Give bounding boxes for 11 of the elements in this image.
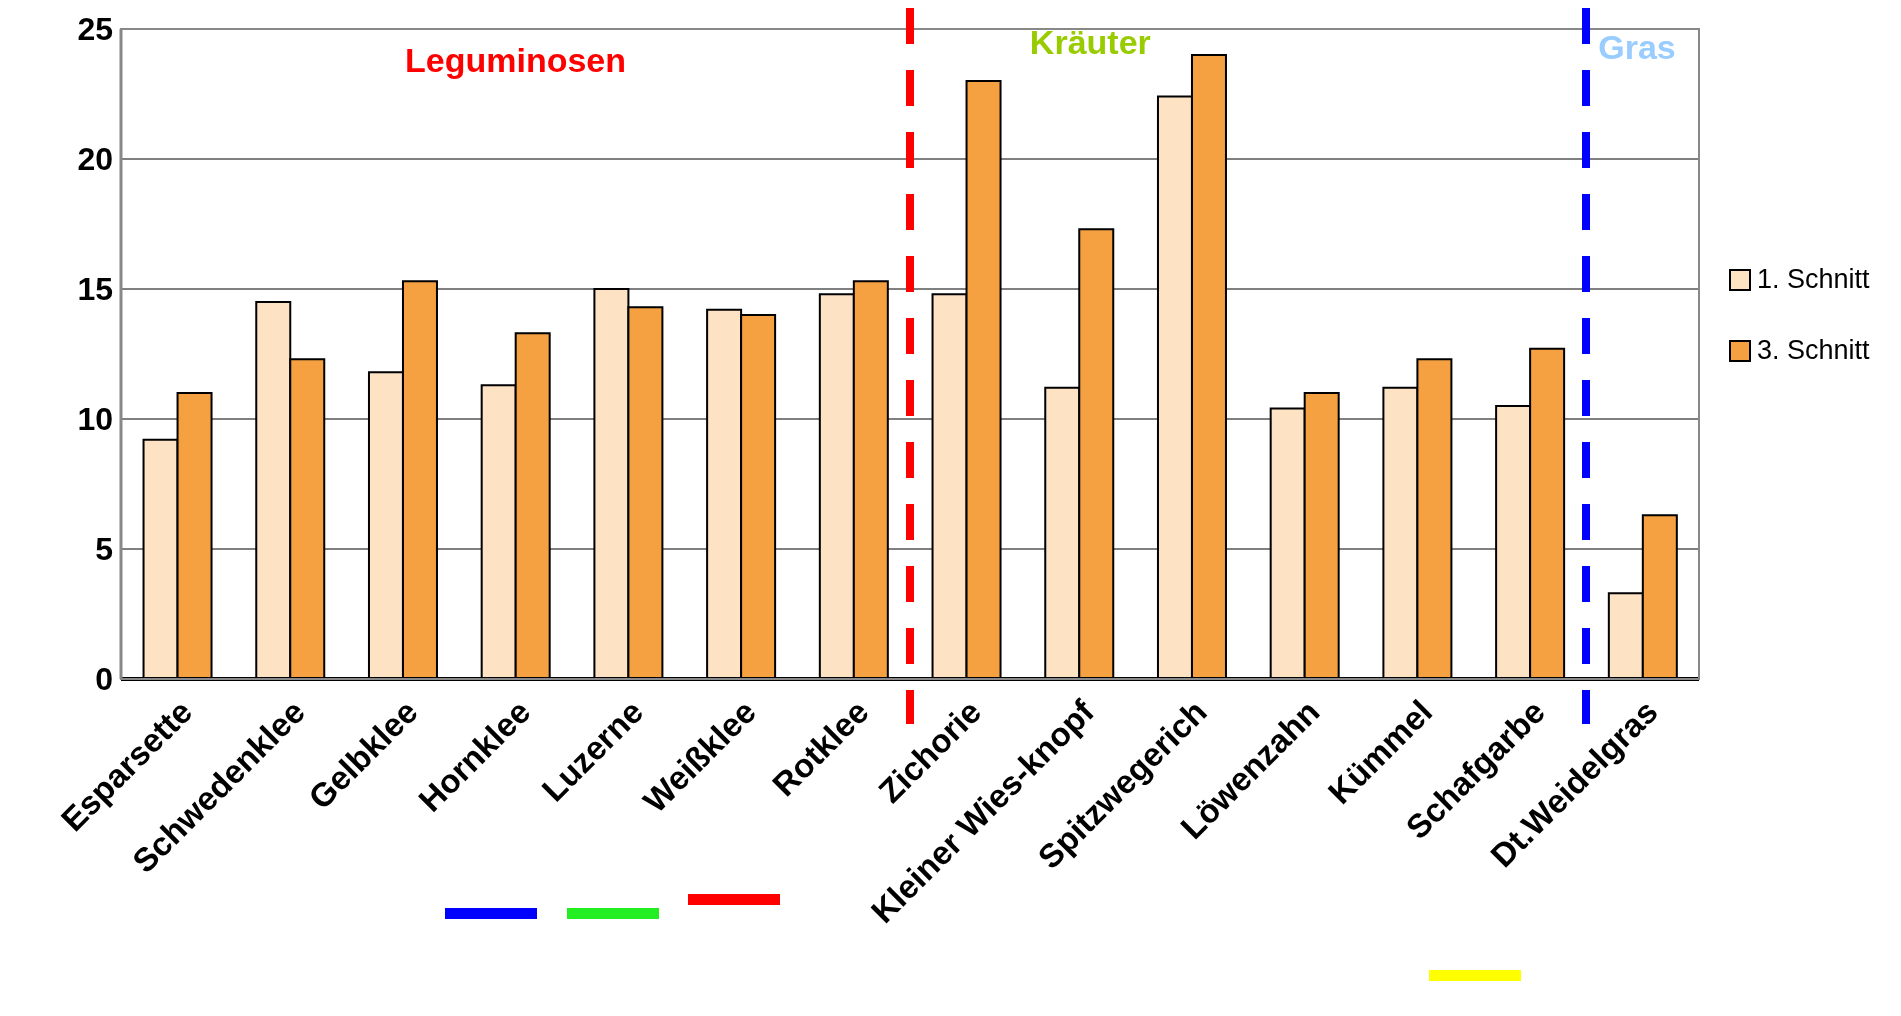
- legend-label: 1. Schnitt: [1757, 264, 1870, 295]
- legend-label: 3. Schnitt: [1757, 335, 1870, 366]
- annotation: Kräuter: [1029, 22, 1151, 61]
- y-tick-label: 15: [77, 271, 113, 308]
- y-tick-label: 20: [77, 141, 113, 178]
- y-tick-label: 0: [95, 661, 113, 698]
- y-tick-label: 25: [77, 11, 113, 48]
- annotation: Gras: [1598, 27, 1676, 66]
- annotation: Leguminosen: [404, 40, 627, 79]
- y-tick-label: 5: [95, 531, 113, 568]
- y-tick-label: 10: [77, 401, 113, 438]
